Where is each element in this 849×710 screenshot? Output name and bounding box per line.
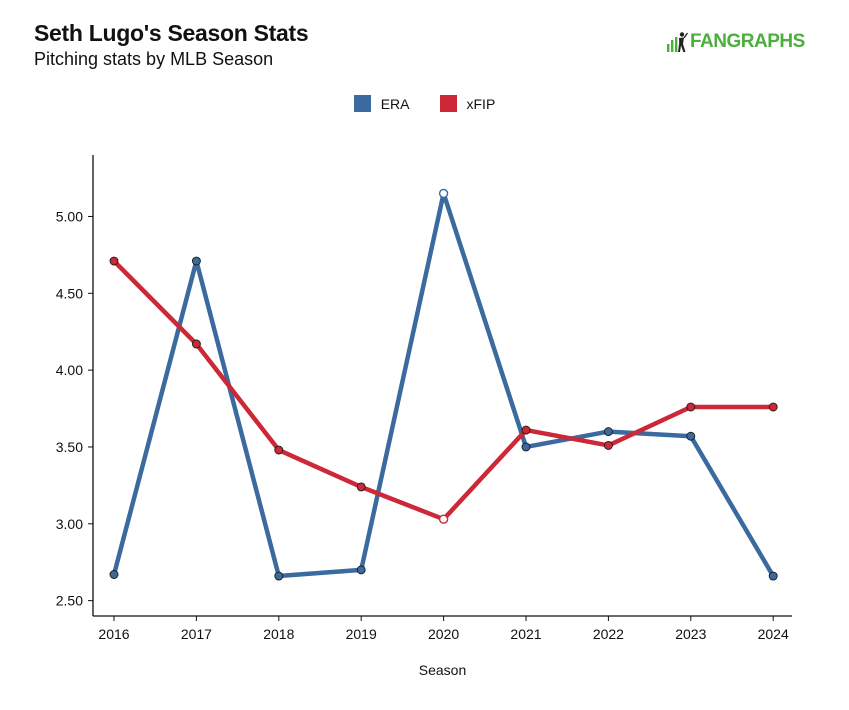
y-tick-label: 4.50	[56, 285, 83, 301]
data-point-era	[686, 431, 696, 441]
fangraphs-bars-batter-icon	[667, 32, 688, 52]
chart-legend: ERA xFIP	[0, 95, 849, 112]
series-layer	[109, 188, 778, 581]
brand-wordmark: FANGRAPHS	[690, 31, 805, 52]
data-point-era	[109, 570, 119, 579]
data-point-era	[603, 427, 613, 437]
y-tick-label: 3.50	[56, 439, 83, 455]
data-point-xfip	[109, 256, 119, 266]
data-point-xfip	[356, 482, 366, 492]
y-tick-label: 2.50	[56, 593, 83, 609]
y-tick-label: 4.00	[56, 362, 83, 378]
x-axis-title: Season	[419, 662, 466, 678]
legend-label-era: ERA	[380, 95, 410, 112]
x-tick-label: 2017	[181, 626, 212, 642]
data-point-xfip	[191, 339, 201, 349]
fangraphs-logo: FANGRAPHS	[666, 30, 805, 54]
data-point-era	[356, 565, 366, 575]
data-point-era	[191, 256, 201, 266]
axes: 2.50 3.00 3.50 4.00 4.50 5.00 2016 2017 2018 2019…	[56, 155, 792, 642]
y-tick-label: 5.00	[56, 208, 83, 224]
data-point-era	[274, 571, 284, 581]
data-point-era	[438, 188, 449, 199]
x-tick-label: 2019	[346, 626, 377, 642]
data-point-xfip	[686, 402, 696, 412]
legend-item-era[interactable]: ERA	[353, 95, 410, 112]
legend-item-xfip[interactable]: xFIP	[439, 95, 496, 112]
data-point-xfip	[603, 440, 613, 450]
series-xfip	[109, 256, 778, 524]
data-point-xfip	[438, 514, 449, 524]
x-tick-label: 2016	[98, 626, 129, 642]
legend-swatch-xfip	[439, 95, 457, 112]
series-era	[109, 188, 778, 581]
data-point-xfip	[521, 425, 531, 435]
x-tick-label: 2024	[758, 626, 789, 642]
x-tick-label: 2023	[675, 626, 706, 642]
x-tick-label: 2018	[263, 626, 294, 642]
legend-label-xfip: xFIP	[466, 95, 496, 112]
chart-subtitle: Pitching stats by MLB Season	[34, 49, 274, 69]
series-line-xfip	[111, 258, 776, 522]
x-tick-label: 2021	[510, 626, 541, 642]
data-point-xfip	[768, 402, 778, 412]
data-point-era	[768, 571, 778, 581]
y-tick-label: 3.00	[56, 516, 83, 532]
data-point-era	[521, 442, 531, 452]
data-point-xfip	[274, 445, 284, 455]
chart-title: Seth Lugo's Season Stats	[34, 20, 309, 46]
legend-swatch-era	[353, 95, 371, 112]
x-tick-label: 2022	[593, 626, 624, 642]
x-tick-label: 2020	[428, 626, 459, 642]
